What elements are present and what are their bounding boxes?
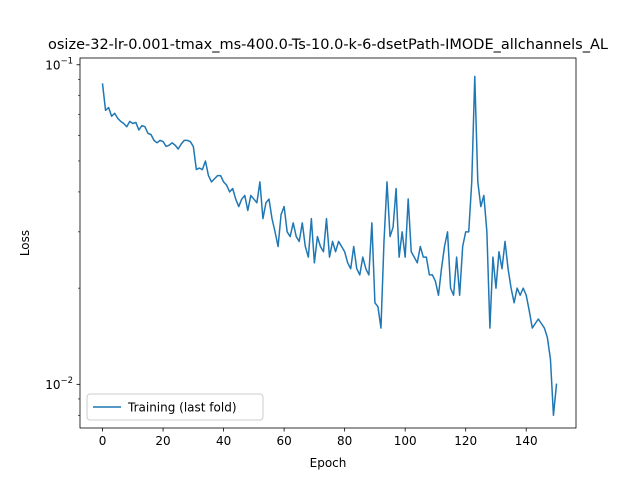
series-line-0 [101, 75, 558, 417]
x-tick-label: 80 [337, 434, 352, 448]
x-axis-ticks: 0 20 40 60 80 100 120 140 [99, 428, 538, 448]
x-tick-label: 100 [394, 434, 417, 448]
legend-box [86, 393, 264, 421]
x-tick-label: 20 [155, 434, 170, 448]
chart-title: osize-32-lr-0.001-tmax_ms-400.0-Ts-10.0-… [48, 37, 608, 53]
x-tick-label: 40 [216, 434, 231, 448]
x-tick-label: 0 [99, 434, 107, 448]
x-tick-label: 120 [454, 434, 477, 448]
series-layer [101, 75, 558, 417]
axes-frame [79, 57, 577, 429]
y-tick-label: 10−1 [45, 56, 73, 72]
y-axis-ticks: 10−2 10−1 [45, 56, 80, 416]
y-tick-label: 10−2 [45, 376, 73, 392]
x-tick-label: 140 [515, 434, 538, 448]
y-axis-label: Loss [18, 230, 32, 256]
legend-label: Training (last fold) [127, 401, 237, 415]
x-axis-label: Epoch [310, 456, 347, 470]
x-tick-label: 60 [276, 434, 291, 448]
legend: Training (last fold) [86, 393, 264, 421]
